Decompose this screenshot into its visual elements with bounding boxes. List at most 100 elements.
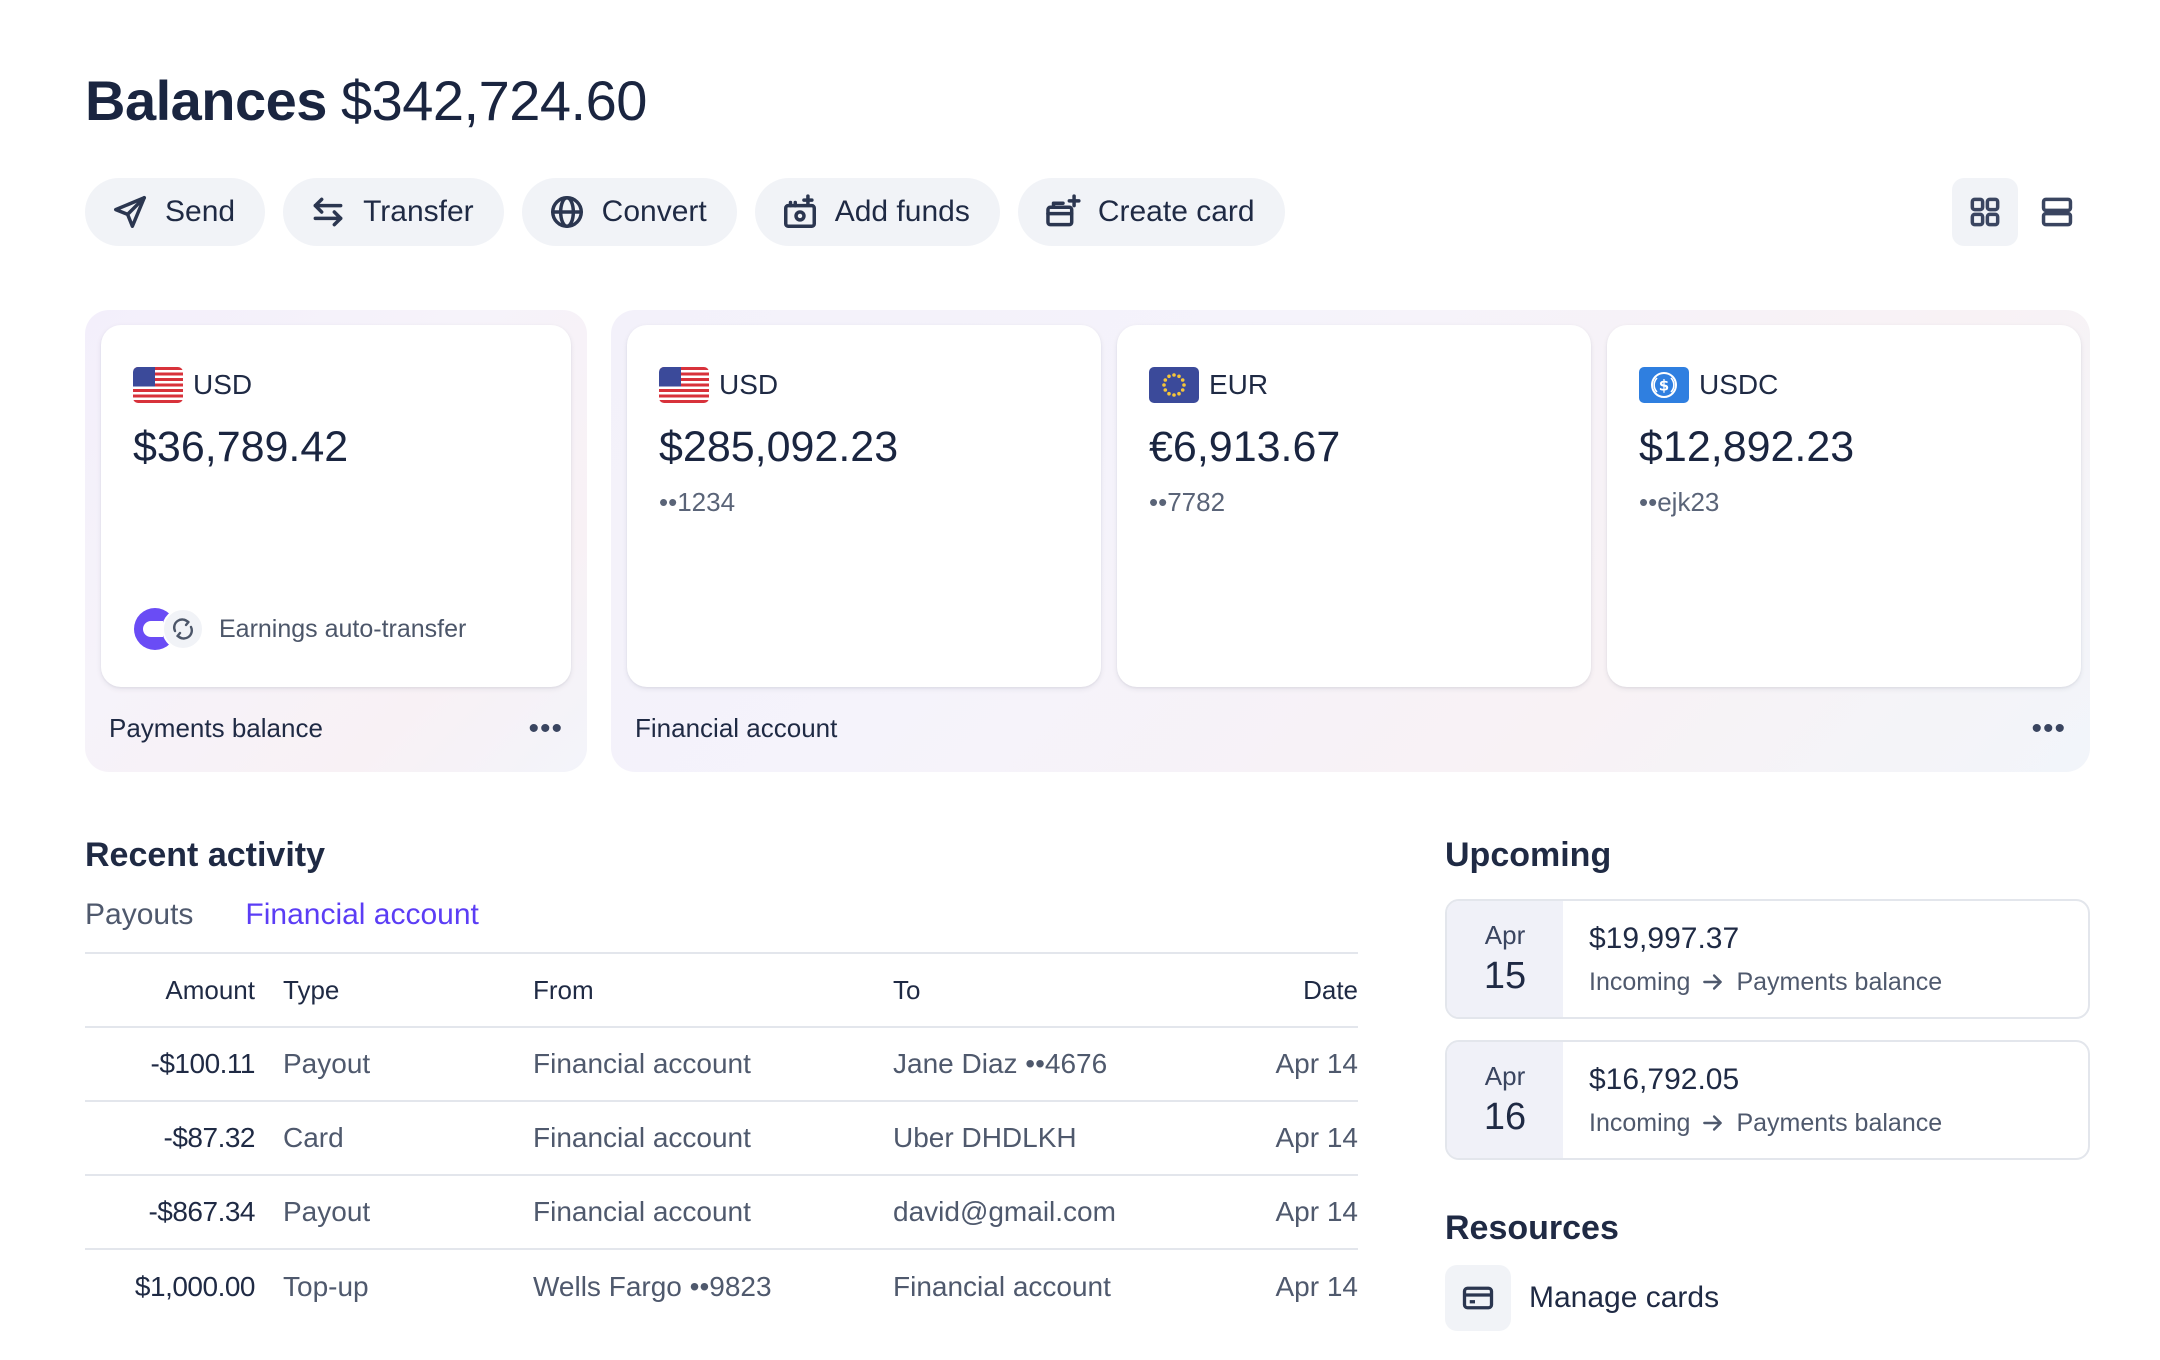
row-date: Apr 14 xyxy=(1238,1175,1358,1250)
rows-icon xyxy=(2041,197,2073,227)
view-toggle xyxy=(1952,178,2090,246)
grid-icon xyxy=(1970,197,2000,227)
row-amount: -$867.34 xyxy=(85,1175,283,1250)
create-card-button[interactable]: Create card xyxy=(1017,178,1285,246)
resources-title: Resources xyxy=(1445,1209,1619,1247)
table-row[interactable]: $1,000.00 Top-up Wells Fargo ••9823 Fina… xyxy=(85,1249,1358,1323)
add-funds-button[interactable]: Add funds xyxy=(754,178,1000,246)
table-header: Amount Type From To Date xyxy=(85,955,1358,1028)
upcoming-direction: Incoming xyxy=(1589,1108,1691,1137)
balance-amount: $12,892.23 xyxy=(1639,423,1855,471)
currency-code: USDC xyxy=(1699,369,1779,400)
page-title-label: Balances xyxy=(85,69,327,132)
balance-amount: $36,789.42 xyxy=(133,423,349,471)
upcoming-item[interactable]: Apr 16 $16,792.05 Incoming Payments bala… xyxy=(1445,1040,2090,1160)
activity-table: Amount Type From To Date -$100.11 Payout… xyxy=(85,955,1358,1323)
manage-cards-link[interactable]: Manage cards xyxy=(1445,1265,1719,1331)
globe-icon xyxy=(550,196,583,228)
row-amount: $1,000.00 xyxy=(134,1270,256,1302)
row-to: Jane Diaz ••4676 xyxy=(893,1027,1238,1102)
column-date[interactable]: Date xyxy=(1238,955,1358,1028)
auto-transfer-label: Earnings auto-transfer xyxy=(219,614,467,643)
row-date: Apr 14 xyxy=(1275,1270,1359,1302)
row-to: david@gmail.com xyxy=(893,1175,1238,1250)
upcoming-month: Apr xyxy=(1484,920,1526,950)
table-row[interactable]: -$100.11 Payout Financial account Jane D… xyxy=(85,1027,1358,1102)
row-from: Financial account xyxy=(533,1027,893,1102)
row-amount: -$100.11 xyxy=(85,1027,283,1102)
row-type: Card xyxy=(283,1101,533,1176)
us-flag-icon xyxy=(659,367,709,403)
upcoming-date: Apr 16 xyxy=(1447,1042,1563,1158)
balance-amount: €6,913.67 xyxy=(1149,423,1341,471)
convert-label: Convert xyxy=(601,195,707,228)
refresh-icon xyxy=(162,608,204,650)
row-type: Payout xyxy=(283,1027,533,1102)
group-label: Financial account xyxy=(635,713,838,743)
upcoming-title: Upcoming xyxy=(1445,836,1612,874)
more-options-icon[interactable]: ••• xyxy=(2031,712,2066,745)
upcoming-target: Payments balance xyxy=(1736,967,1943,996)
manage-cards-label: Manage cards xyxy=(1529,1281,1720,1314)
upcoming-amount: $16,792.05 xyxy=(1589,1062,1740,1096)
total-balance: $342,724.60 xyxy=(340,69,647,132)
usd-account-card[interactable]: USD $285,092.23 ••1234 xyxy=(627,325,1101,687)
upcoming-day: 16 xyxy=(1483,1096,1527,1138)
convert-button[interactable]: Convert xyxy=(521,178,737,246)
row-to: Uber DHDLKH xyxy=(893,1101,1238,1176)
us-flag-icon xyxy=(133,367,183,403)
group-label: Payments balance xyxy=(109,713,323,743)
list-view-button[interactable] xyxy=(2024,178,2090,246)
more-options-icon[interactable]: ••• xyxy=(528,712,563,745)
table-row[interactable]: -$87.32 Card Financial account Uber DHDL… xyxy=(85,1101,1358,1176)
column-to[interactable]: To xyxy=(893,955,1238,1028)
usd-payments-card[interactable]: USD $36,789.42 Earn xyxy=(101,325,571,687)
add-funds-label: Add funds xyxy=(834,195,970,228)
balances-page: Balances $342,724.60 Send Transfer Conver… xyxy=(85,0,2090,1360)
row-date: Apr 14 xyxy=(1238,1101,1358,1176)
upcoming-item[interactable]: Apr 15 $19,997.37 Incoming Payments bala… xyxy=(1445,899,2090,1019)
svg-text:$: $ xyxy=(1659,377,1669,395)
tab-payouts[interactable]: Payouts xyxy=(85,898,194,931)
send-button[interactable]: Send xyxy=(85,178,266,246)
send-icon xyxy=(114,196,146,228)
card-icon xyxy=(1462,1286,1494,1310)
upcoming-target: Payments balance xyxy=(1736,1108,1943,1137)
upcoming-amount: $19,997.37 xyxy=(1589,921,1740,955)
currency-header: USD xyxy=(133,367,252,403)
usdc-account-card[interactable]: $ USDC $12,892.23 ••ejk23 xyxy=(1607,325,2081,687)
column-from[interactable]: From xyxy=(533,955,893,1028)
account-number: ••1234 xyxy=(659,487,736,517)
currency-code: EUR xyxy=(1209,369,1269,400)
auto-transfer-status: Earnings auto-transfer xyxy=(133,607,466,651)
currency-header: EUR xyxy=(1149,367,1268,403)
upcoming-date: Apr 15 xyxy=(1447,901,1563,1017)
arrow-right-icon xyxy=(1703,1115,1723,1131)
row-date: Apr 14 xyxy=(1238,1027,1358,1102)
usdc-icon: $ xyxy=(1639,367,1689,403)
upcoming-route: Incoming Payments balance xyxy=(1589,1109,1942,1138)
create-card-label: Create card xyxy=(1097,195,1255,228)
account-number: ••ejk23 xyxy=(1639,487,1720,517)
row-from: Financial account xyxy=(533,1101,893,1176)
tab-financial-account[interactable]: Financial account xyxy=(245,898,479,931)
upcoming-route: Incoming Payments balance xyxy=(1589,968,1942,997)
currency-header: $ USDC xyxy=(1639,367,1778,403)
row-from: Wells Fargo ••9823 xyxy=(533,1270,772,1302)
eu-flag-icon xyxy=(1149,367,1199,403)
transfer-button[interactable]: Transfer xyxy=(283,178,504,246)
recent-activity-title: Recent activity xyxy=(85,836,325,874)
column-amount[interactable]: Amount xyxy=(85,955,283,1028)
eur-account-card[interactable]: EUR €6,913.67 ••7782 xyxy=(1117,325,1591,687)
row-type: Payout xyxy=(283,1175,533,1250)
table-row[interactable]: -$867.34 Payout Financial account david@… xyxy=(85,1175,1358,1250)
row-to: Financial account xyxy=(893,1270,1111,1302)
row-type: Top-up xyxy=(283,1270,369,1302)
upcoming-month: Apr xyxy=(1484,1061,1526,1091)
payments-balance-group: USD $36,789.42 Earn xyxy=(85,310,587,772)
add-funds-icon xyxy=(783,194,816,228)
column-type[interactable]: Type xyxy=(283,955,533,1028)
grid-view-button[interactable] xyxy=(1952,178,2018,246)
currency-header: USD xyxy=(659,367,778,403)
page-title: Balances $342,724.60 xyxy=(85,68,647,133)
